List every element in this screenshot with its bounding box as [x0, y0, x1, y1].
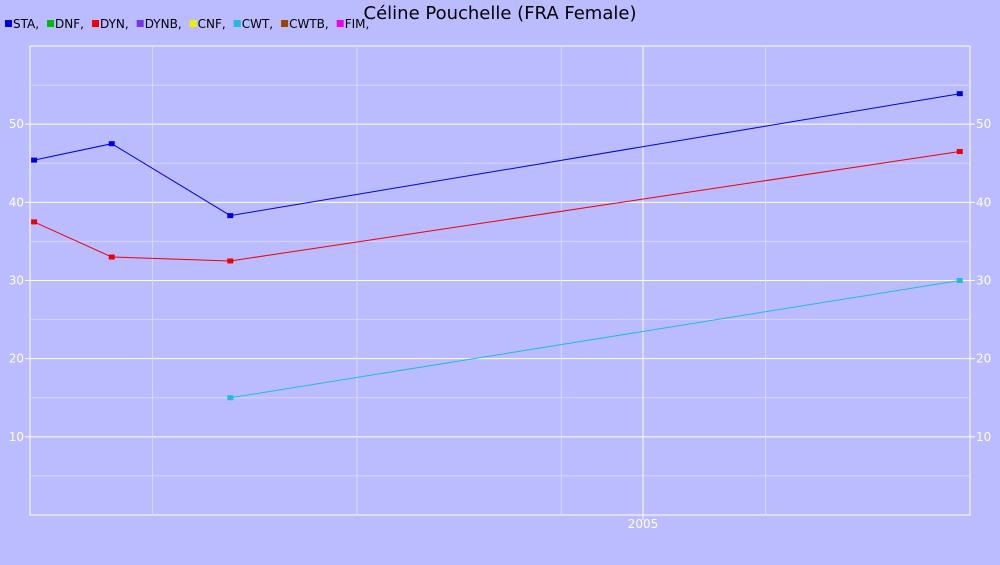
data-point-dyn — [108, 254, 115, 260]
legend-label: FIM, — [345, 17, 370, 31]
data-point-sta — [108, 141, 115, 147]
legend-label: DYN, — [100, 17, 129, 31]
plot-area: 10 10 20 20 30 30 40 40 50 50 2005 — [9, 45, 991, 531]
series-line-dyn — [33, 151, 960, 262]
legend-swatch — [5, 20, 12, 27]
legend-swatch — [336, 20, 344, 27]
legend-label: STA, — [13, 17, 39, 31]
legend-swatch — [91, 20, 99, 27]
legend-swatch — [189, 20, 197, 27]
x-tick-label: 2005 — [628, 517, 659, 531]
legend-swatch — [47, 20, 55, 27]
y-tick-label-left: 30 — [9, 274, 24, 288]
series-line-cwt — [230, 280, 960, 399]
legend: STA, DNF, DYN, DYNB, CNF, CWT, CWTB, FIM, — [5, 17, 369, 31]
y-tick-label-right: 30 — [976, 274, 991, 288]
y-tick-label-left: 50 — [9, 117, 24, 131]
legend-swatch — [136, 20, 144, 27]
legend-label: DNF, — [55, 17, 84, 31]
legend-label: CNF, — [198, 17, 226, 31]
data-point-cwt — [956, 278, 963, 283]
data-point-sta — [227, 213, 234, 219]
y-tick-label-right: 50 — [976, 117, 991, 131]
chart-title: Céline Pouchelle (FRA Female) — [364, 3, 637, 24]
data-point-dyn — [227, 258, 234, 264]
legend-label: DYNB, — [145, 17, 182, 31]
legend-label: CWTB, — [289, 17, 329, 31]
data-point-cwt — [227, 395, 234, 401]
legend-swatch — [233, 20, 241, 27]
data-point-dyn — [956, 149, 963, 155]
y-tick-label-left: 20 — [9, 352, 24, 366]
legend-swatch — [281, 20, 289, 27]
y-tick-label-right: 10 — [976, 430, 991, 444]
data-point-dyn — [31, 219, 38, 225]
series-line-sta — [33, 93, 960, 217]
data-point-sta — [956, 91, 963, 97]
y-tick-label-right: 40 — [976, 195, 991, 209]
y-tick-label-left: 40 — [9, 195, 24, 209]
legend-label: CWT, — [242, 17, 273, 31]
y-tick-label-right: 20 — [976, 352, 991, 366]
y-tick-label-left: 10 — [9, 430, 24, 444]
data-point-sta — [31, 157, 38, 163]
